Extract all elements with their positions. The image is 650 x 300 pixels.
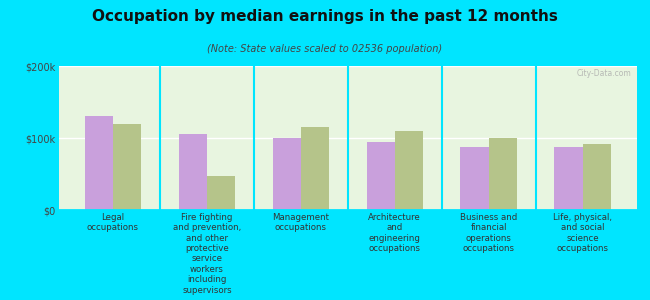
Bar <box>395 131 423 210</box>
Bar <box>301 127 329 210</box>
Bar <box>460 147 489 210</box>
Bar <box>179 134 207 210</box>
Bar <box>582 144 611 210</box>
Bar <box>113 124 141 210</box>
Bar <box>272 138 301 210</box>
Text: (Note: State values scaled to 02536 population): (Note: State values scaled to 02536 popu… <box>207 44 443 53</box>
Bar <box>367 142 395 210</box>
Bar <box>207 176 235 210</box>
Bar <box>554 147 582 210</box>
Text: City-Data.com: City-Data.com <box>577 69 631 78</box>
Bar <box>84 116 113 210</box>
Text: Occupation by median earnings in the past 12 months: Occupation by median earnings in the pas… <box>92 9 558 24</box>
Bar <box>489 138 517 210</box>
